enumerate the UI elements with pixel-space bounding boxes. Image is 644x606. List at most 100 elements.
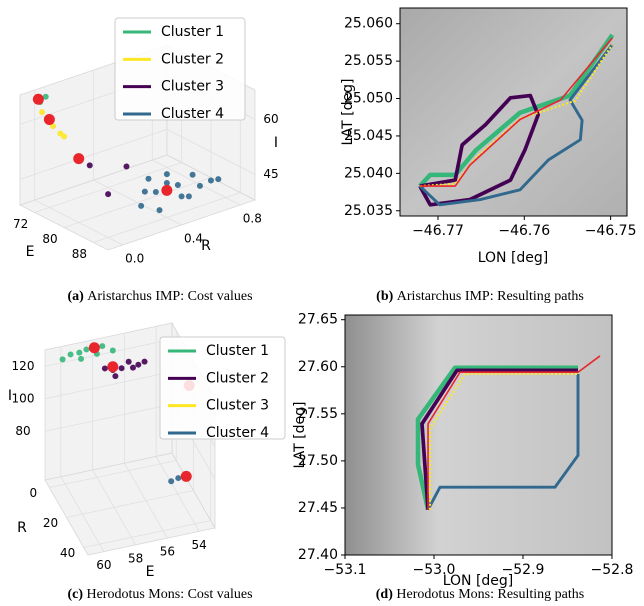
caption-text: Aristarchus IMP: Resulting paths <box>397 289 584 304</box>
point <box>67 351 74 358</box>
point <box>50 123 57 130</box>
pane <box>44 322 173 481</box>
grid-line <box>166 128 256 175</box>
point <box>178 193 185 200</box>
point <box>145 175 152 182</box>
y-tick-label: 25.055 <box>344 53 393 69</box>
grid-line <box>44 371 173 400</box>
point <box>42 93 49 100</box>
tick-label: 60 <box>263 112 278 126</box>
tick-label: 100 <box>12 391 35 405</box>
y-tick-label: 25.050 <box>344 91 393 107</box>
point <box>152 189 159 196</box>
axis-label: E <box>26 244 35 260</box>
x-tick-label: −46.76 <box>498 223 550 239</box>
axis-label: I <box>8 388 12 404</box>
path-line <box>427 355 601 510</box>
y-tick-label: 25.045 <box>344 128 393 144</box>
legend-box <box>114 17 246 121</box>
grid-line <box>34 199 123 246</box>
caption-label: (b) <box>376 289 393 304</box>
x-tick-label: −53.1 <box>324 562 367 578</box>
highlight-point <box>88 342 100 354</box>
caption: (b) Aristarchus IMP: Resulting paths <box>376 289 584 304</box>
grid-line <box>152 159 241 206</box>
point <box>174 181 181 188</box>
y-axis-label: LAT [deg] <box>292 402 308 469</box>
tick-label: 45 <box>263 167 278 181</box>
point <box>207 177 214 184</box>
tick-label: 72 <box>13 217 28 231</box>
axis-label: I <box>274 135 278 151</box>
highlight-point <box>161 184 173 196</box>
point <box>86 162 93 169</box>
point <box>109 347 116 354</box>
legend-label: Cluster 3 <box>161 79 224 95</box>
caption-label: (a) <box>67 289 84 304</box>
axis-label: R <box>201 238 211 254</box>
point <box>105 191 112 198</box>
point <box>215 176 222 183</box>
tick-label: 80 <box>15 424 30 438</box>
y-tick-label: 25.035 <box>344 203 393 219</box>
legend-box <box>159 336 286 440</box>
caption-text: Herodotus Mons: Cost values <box>86 587 252 602</box>
point <box>163 171 170 178</box>
point <box>175 475 182 482</box>
point <box>61 133 68 140</box>
tick-label: 88 <box>72 247 87 261</box>
tick-label: 0.0 <box>125 252 144 266</box>
point <box>118 365 125 372</box>
tick-label: 58 <box>128 551 143 565</box>
x-axis-label: LON [deg] <box>443 573 514 589</box>
point <box>101 365 108 372</box>
point <box>189 171 196 178</box>
caption: (c) Herodotus Mons: Cost values <box>67 587 252 602</box>
path-line <box>428 372 579 510</box>
point <box>156 207 163 214</box>
legend-label: Cluster 1 <box>161 24 224 40</box>
y-tick-label: 25.060 <box>344 16 393 32</box>
tick-label: 54 <box>191 538 206 552</box>
caption-label: (c) <box>67 587 83 602</box>
path-line <box>419 44 614 188</box>
y-tick-label: 27.50 <box>298 453 338 469</box>
point <box>123 163 130 170</box>
point <box>59 356 66 363</box>
y-tick-label: 27.60 <box>298 359 338 375</box>
axis-label: R <box>17 520 27 536</box>
highlight-point <box>107 361 119 373</box>
plot-frame <box>344 314 613 556</box>
tick-label: 120 <box>12 359 35 373</box>
x-tick-label: −46.75 <box>585 223 637 239</box>
x-axis-label: LON [deg] <box>478 250 549 266</box>
tick-label: 40 <box>60 546 75 560</box>
paths <box>415 355 601 511</box>
point <box>168 478 175 485</box>
grid-line <box>93 179 182 226</box>
path-line <box>415 365 579 511</box>
highlight-point <box>32 93 44 105</box>
tick-label: 56 <box>160 545 175 559</box>
caption-label: (d) <box>376 587 393 602</box>
y-tick-label: 27.45 <box>298 500 338 516</box>
path-line <box>418 33 615 188</box>
tick-label: 0 <box>29 486 37 500</box>
map-image <box>345 315 612 555</box>
point <box>138 202 145 209</box>
caption-text: Aristarchus IMP: Cost values <box>87 289 252 304</box>
plot-frame <box>399 7 628 217</box>
path-line <box>419 37 613 187</box>
legend-label: Cluster 2 <box>206 370 269 386</box>
tick-label: 20 <box>43 516 58 530</box>
y-tick-label: 27.65 <box>298 312 338 328</box>
point <box>163 180 170 186</box>
point <box>185 193 192 200</box>
caption: (d) Herodotus Mons: Resulting paths <box>376 587 584 602</box>
axis-label: E <box>146 564 155 580</box>
grid-line <box>44 403 173 432</box>
point <box>141 358 148 365</box>
point <box>78 355 85 362</box>
point <box>196 182 203 189</box>
